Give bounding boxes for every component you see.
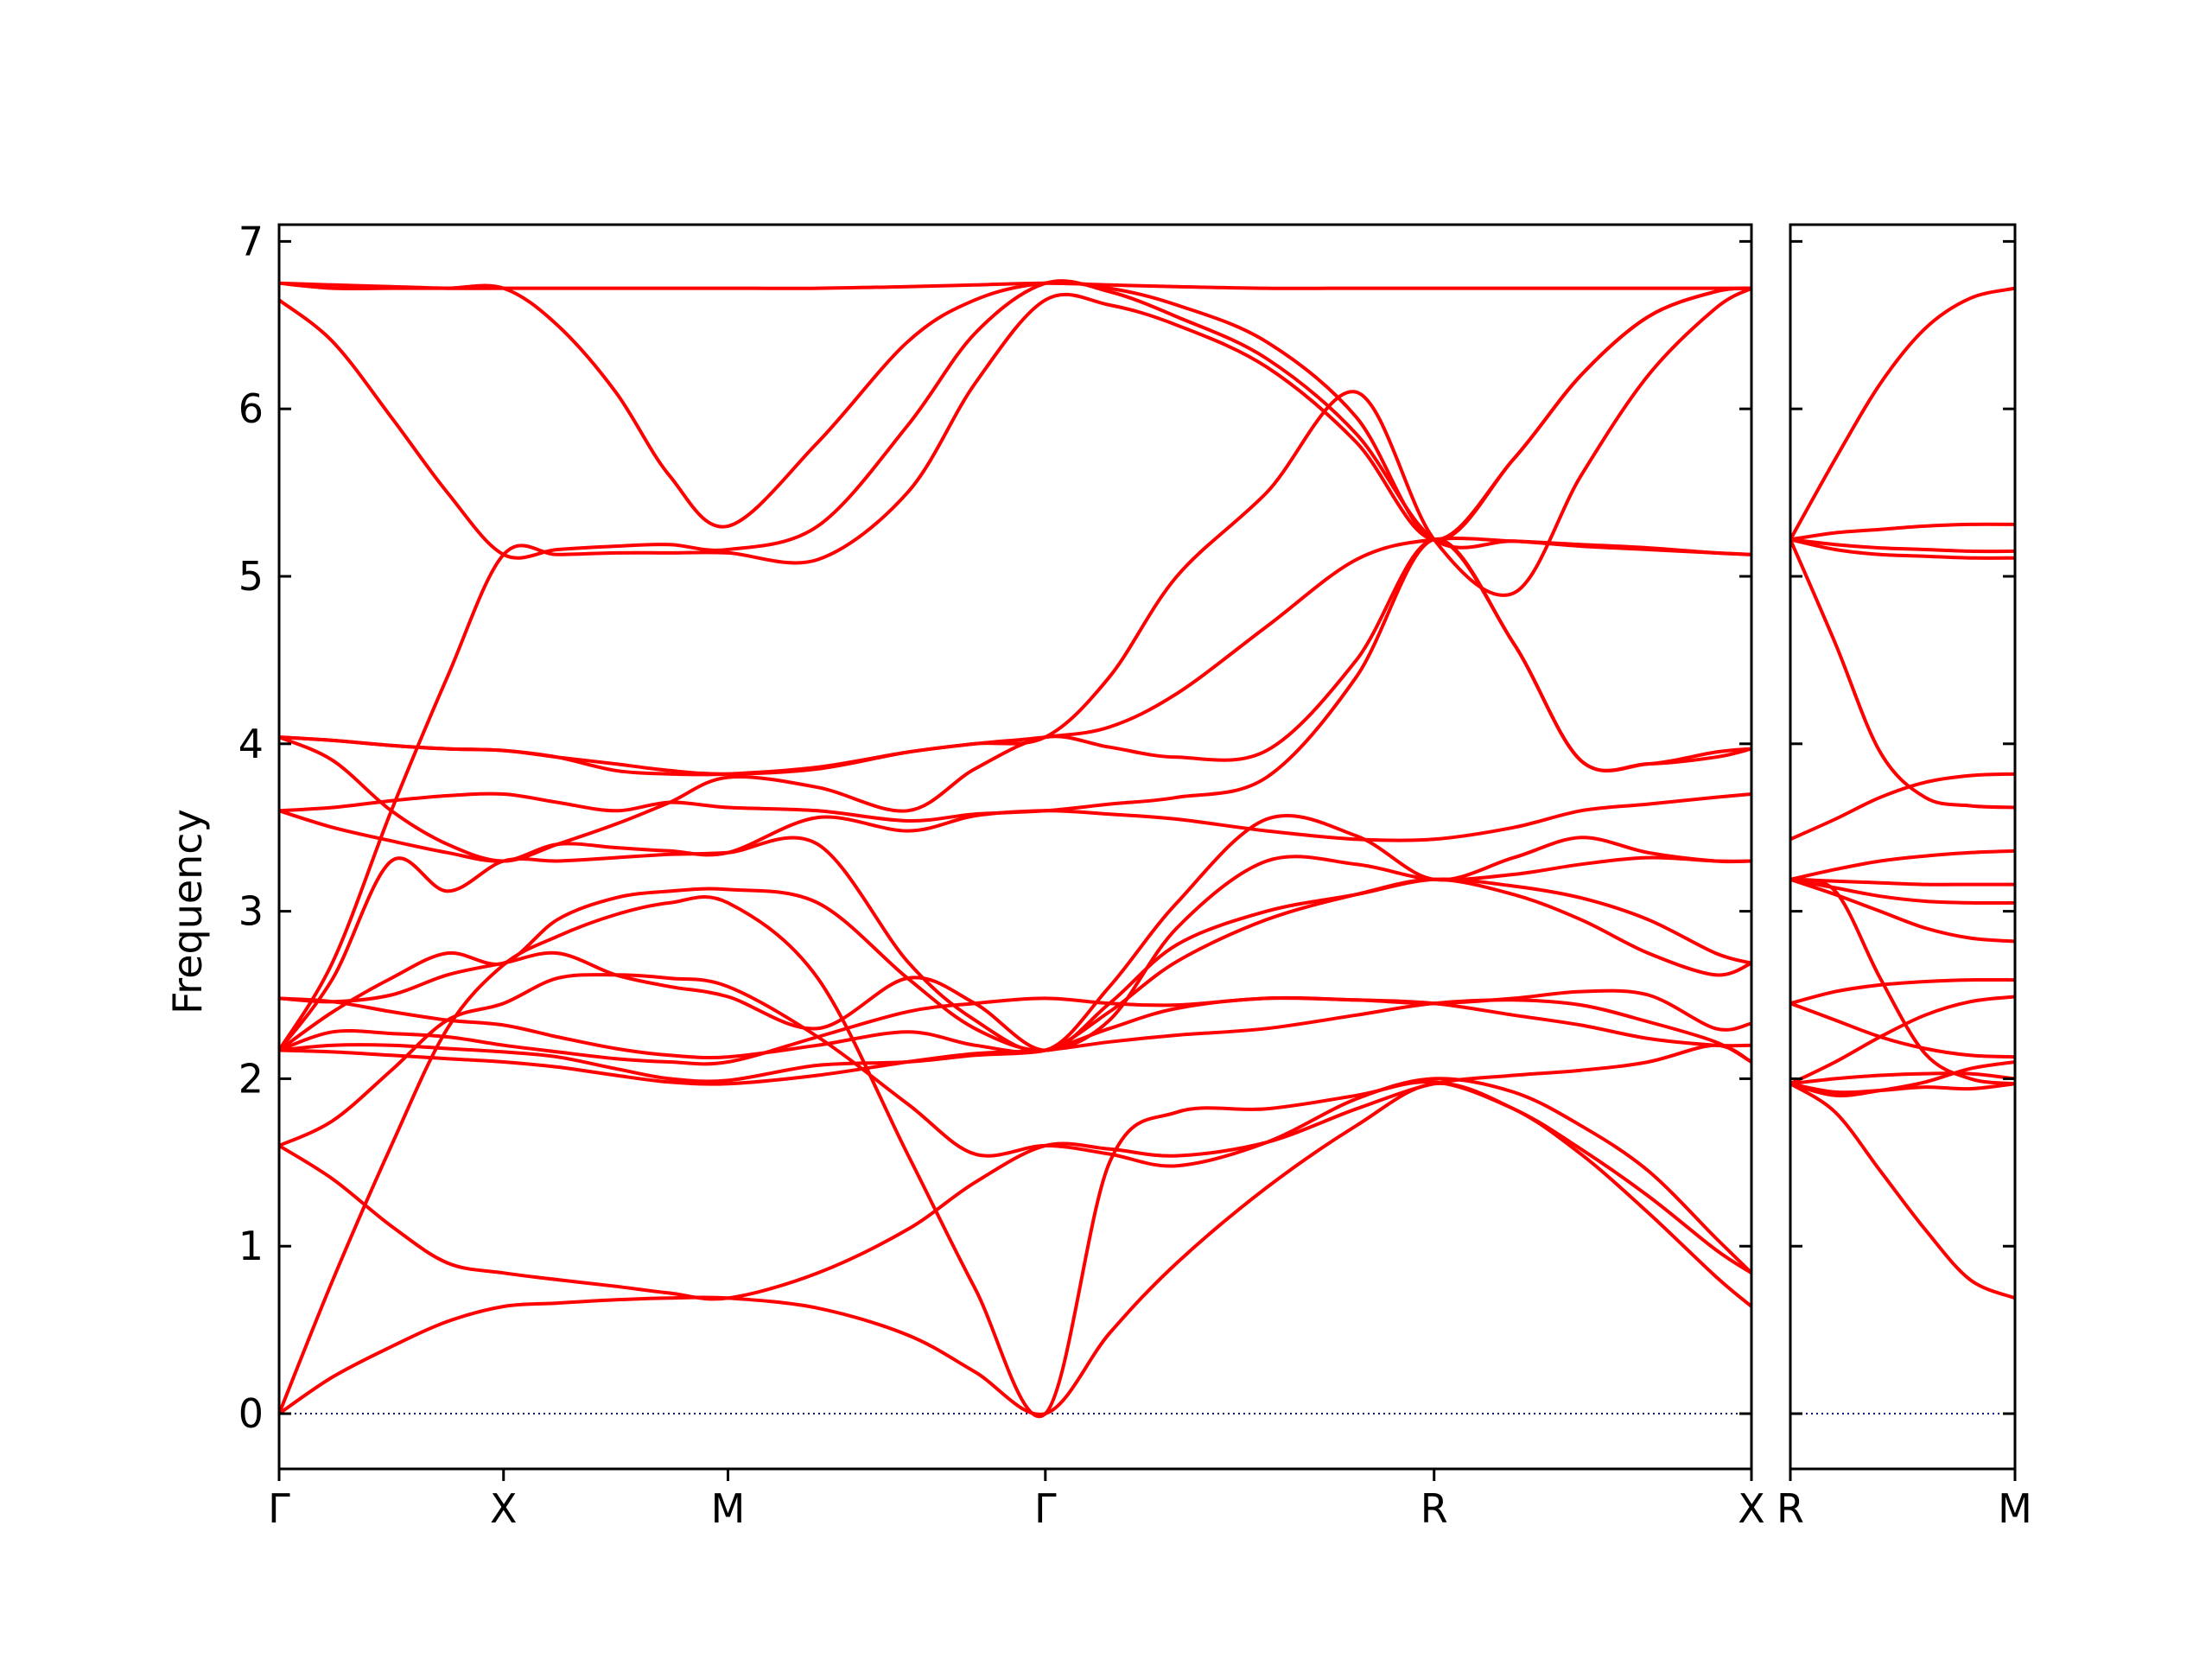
band-line [279, 286, 1751, 776]
band-line [279, 814, 1751, 1053]
y-tick-label: 6 [238, 385, 264, 432]
band-line [279, 877, 1751, 1059]
band-line [279, 998, 1751, 1086]
band-line [279, 894, 1751, 1418]
band-line [279, 855, 1751, 1052]
x-tick-label: X [490, 1485, 518, 1532]
band-line [1790, 877, 2015, 887]
panel-main: 0 1 2 3 4 5 6 7 Γ X M Γ R X [238, 218, 1765, 1532]
band-line [1790, 995, 2015, 1086]
band-line [279, 537, 1751, 823]
band-line [279, 1043, 1751, 1301]
bands-group [279, 279, 1751, 1418]
plot-frame [1789, 223, 2017, 1471]
band-line [1790, 1001, 2015, 1059]
band-line [279, 1081, 1751, 1416]
y-tick-label: 5 [238, 553, 264, 600]
band-line [1790, 1082, 2015, 1095]
x-tick-label: M [1998, 1485, 2032, 1532]
band-line [1790, 537, 2015, 810]
band-line [279, 988, 1751, 1084]
y-tick-label: 7 [238, 218, 264, 264]
band-line [1790, 772, 2015, 842]
x-tick-label: M [711, 1485, 746, 1532]
band-line [1790, 877, 2015, 906]
band-line [1790, 537, 2015, 560]
band-line [1790, 522, 2015, 542]
band-line [279, 973, 1751, 1275]
band-line [1790, 1082, 2015, 1300]
band-line [1790, 1060, 2015, 1098]
band-line [279, 996, 1751, 1066]
band-line [1790, 286, 2015, 542]
band-line [1790, 1071, 2015, 1086]
x-tick-label: Γ [268, 1485, 290, 1532]
y-tick-label: 0 [238, 1390, 264, 1437]
x-tick-label: R [1421, 1485, 1448, 1532]
band-line [279, 279, 1751, 560]
band-line [1790, 877, 2015, 944]
band-line [1790, 977, 2015, 1006]
x-tick-label: X [1738, 1485, 1765, 1532]
band-line [1790, 849, 2015, 881]
band-line [1790, 877, 2015, 1086]
y-tick-label: 1 [238, 1223, 264, 1269]
band-line [279, 281, 1751, 290]
band-line [279, 281, 1751, 542]
y-tick-label: 3 [238, 888, 264, 935]
x-tick-label: Γ [1034, 1485, 1057, 1532]
x-tick-label: R [1777, 1485, 1804, 1532]
band-line [1790, 537, 2015, 554]
band-line [279, 286, 1751, 1052]
bands-group [1790, 286, 2015, 1300]
plot-frame [277, 223, 1753, 1471]
y-tick-label: 4 [238, 721, 264, 767]
y-axis-label: Frequency [164, 809, 211, 1014]
y-tick-label: 2 [238, 1055, 264, 1102]
